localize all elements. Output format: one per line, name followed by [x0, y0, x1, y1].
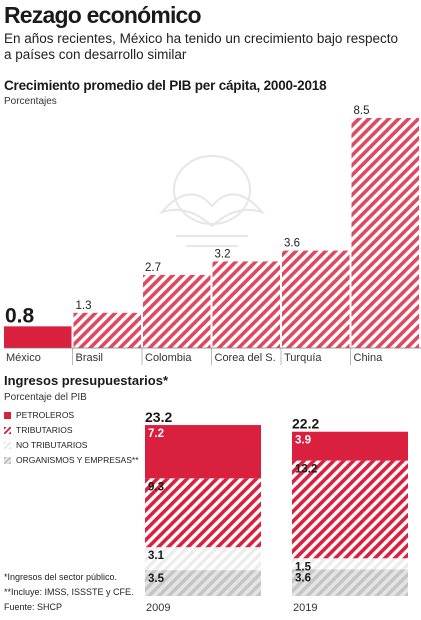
category-label-colombia: Colombia [145, 352, 192, 364]
legend-swatch-organismos [4, 456, 11, 464]
segment-organismos-2019 [292, 569, 408, 596]
legend-swatch-petroleros [4, 411, 11, 419]
segment-no-tributarios-2019 [292, 558, 408, 570]
value-label-turquia: 3.6 [284, 238, 300, 250]
category-label-turquia: Turquía [284, 352, 322, 364]
legend-swatch-tributarios [4, 426, 11, 434]
value-label-petroleros-2019: 3.9 [295, 435, 311, 447]
bar-turquia [282, 250, 350, 348]
value-label-brasil: 1.3 [76, 300, 92, 312]
legend-label-organismos: ORGANISMOS Y EMPRESAS** [16, 455, 139, 465]
legend-label-no-tributarios: NO TRIBUTARIOS [16, 440, 88, 450]
value-label-no-tributarios-2009: 3.1 [148, 550, 165, 562]
chart-2-units: Porcentaje del PIB [4, 392, 87, 403]
segment-tributarios-2009 [145, 478, 261, 548]
legend-tributarios: TRIBUTARIOS [4, 425, 73, 435]
total-label-2019: 22.2 [292, 416, 319, 432]
category-label-corea-del-s: Corea del S. [215, 352, 276, 364]
value-label-no-tributarios-2019: 1.5 [295, 561, 312, 573]
value-label-colombia: 2.7 [145, 262, 161, 274]
category-label-2019: 2019 [293, 602, 317, 614]
category-label-2009: 2009 [146, 602, 170, 614]
legend-petroleros: PETROLEROS [4, 410, 74, 420]
chart-2-title: Ingresos presupuestarios* [4, 373, 168, 388]
category-label-brasil: Brasil [76, 352, 104, 364]
value-label-organismos-2009: 3.5 [148, 573, 165, 585]
value-label-tributarios-2019: 13.2 [295, 464, 317, 476]
total-label-2009: 23.2 [145, 409, 172, 425]
legend-label-tributarios: TRIBUTARIOS [16, 425, 73, 435]
value-label-petroleros-2009: 7.2 [148, 428, 164, 440]
source-note: Fuente: SHCP [4, 602, 63, 612]
footnote-2: **Incluye: IMSS, ISSSTE y CFE. [4, 587, 134, 597]
legend-organismos: ORGANISMOS Y EMPRESAS** [4, 455, 139, 465]
segment-no-tributarios-2009 [145, 547, 261, 571]
subhead: En años recientes, México ha tenido un c… [4, 31, 398, 62]
category-label-mexico: México [6, 352, 41, 364]
value-label-mexico: 0.8 [5, 304, 35, 327]
bar-brasil [73, 312, 141, 348]
segment-tributarios-2019 [292, 460, 408, 559]
bar-colombia [143, 274, 211, 348]
bar-mexico [4, 326, 72, 348]
value-label-organismos-2019: 3.6 [295, 572, 311, 584]
value-label-corea-del-s: 3.2 [215, 248, 231, 260]
legend-no-tributarios: NO TRIBUTARIOS [4, 440, 87, 450]
segment-petroleros-2019 [292, 431, 408, 461]
emblem-watermark [158, 155, 266, 247]
value-label-tributarios-2009: 9.3 [148, 481, 164, 493]
value-label-china: 8.5 [354, 105, 370, 117]
legend-swatch-no-tributarios [4, 441, 11, 449]
category-label-china: China [354, 352, 384, 364]
chart-1-units: Porcentajes [4, 96, 57, 107]
legend-label-petroleros: PETROLEROS [16, 410, 75, 420]
bar-corea-del-s [212, 261, 280, 348]
bar-china [351, 118, 419, 348]
segment-organismos-2009 [145, 570, 261, 596]
headline: Rezago económico [4, 2, 202, 28]
footnote-1: *Ingresos del sector público. [4, 572, 118, 582]
chart-1-title: Crecimiento promedio del PIB per cápita,… [4, 78, 327, 93]
segment-petroleros-2009 [145, 425, 261, 479]
